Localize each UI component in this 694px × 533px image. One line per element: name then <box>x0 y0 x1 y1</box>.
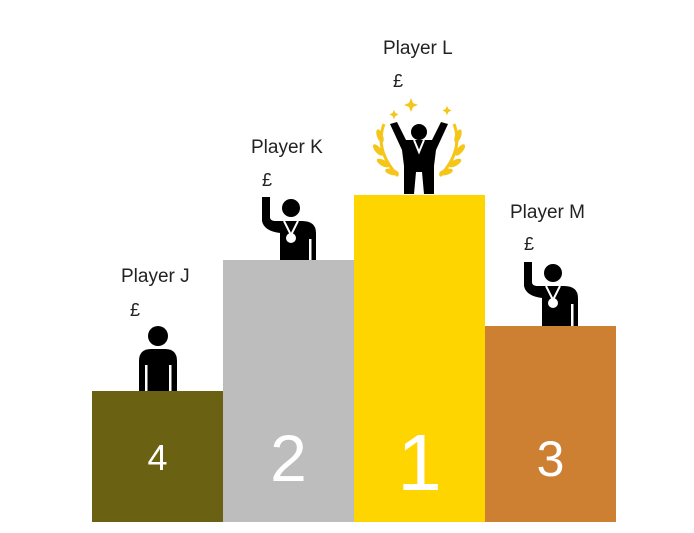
person-waving-medal-icon <box>262 197 316 261</box>
player-name-3: Player M <box>510 202 585 223</box>
rank-number-3: 3 <box>536 431 565 487</box>
rank-number-2: 2 <box>270 421 307 495</box>
podium-block-4: 4 <box>92 391 223 522</box>
currency-2: £ <box>262 170 273 190</box>
podium-block-2: 2 <box>223 260 354 522</box>
person-icon <box>139 326 177 391</box>
currency-4: £ <box>130 300 141 320</box>
currency-3: £ <box>524 234 535 254</box>
rank-number-4: 4 <box>147 437 168 478</box>
podium-block-3: 3 <box>485 326 616 522</box>
player-name-2: Player K <box>251 137 323 158</box>
player-name-1: Player L <box>383 38 453 59</box>
podium-block-1: 1 <box>354 195 485 522</box>
player-name-4: Player J <box>121 266 190 287</box>
person-waving-medal-icon <box>524 262 578 326</box>
person-celebrating-laurel-icon <box>372 98 466 194</box>
currency-1: £ <box>393 71 404 91</box>
rank-number-1: 1 <box>397 418 442 507</box>
